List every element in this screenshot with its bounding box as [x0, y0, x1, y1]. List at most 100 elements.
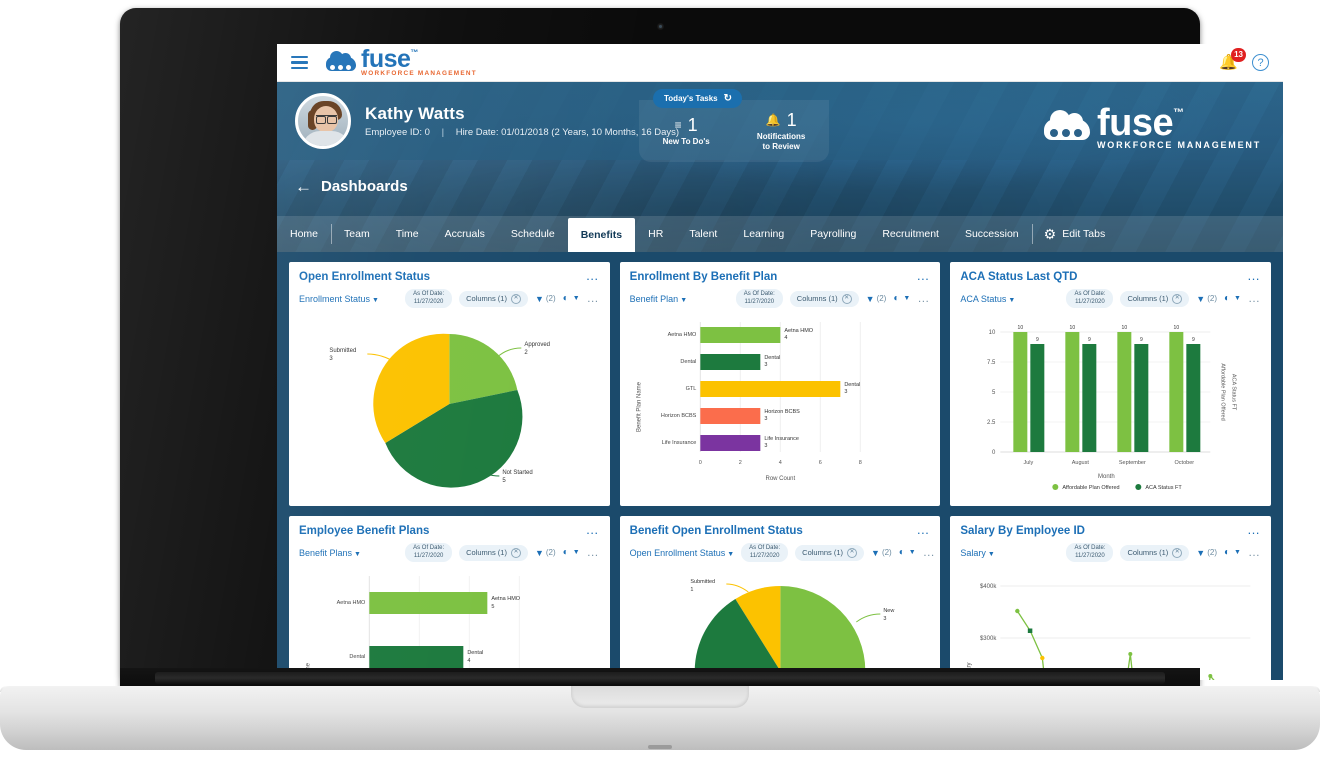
fuse-cloud-icon [1044, 110, 1090, 142]
svg-text:Life Insurance: Life Insurance [764, 436, 799, 442]
metric-selector[interactable]: Benefit Plan ▼ [629, 293, 688, 304]
clear-icon[interactable]: ✕ [510, 547, 521, 558]
as-of-date-chip[interactable]: As Of Date: 11/27/2020 [741, 543, 789, 562]
filter-button[interactable]: ▼ (2) [871, 547, 892, 558]
todays-tasks-pill[interactable]: Today's Tasks ↻ [653, 89, 743, 108]
todays-tasks-label: Today's Tasks [664, 94, 718, 103]
help-icon[interactable]: ? [1252, 54, 1269, 71]
tab-hr[interactable]: HR [648, 228, 664, 240]
chevron-down-icon: ▼ [903, 295, 911, 302]
columns-chip[interactable]: Columns (1) ✕ [795, 544, 865, 561]
filter-button[interactable]: ▼ (2) [1196, 547, 1217, 558]
notifications-count: 1 [786, 109, 797, 130]
bar-chart-enrollment-by-plan: Benefit Plan Name Aetna HMO Aetna HMO 4 … [630, 312, 931, 492]
chart-type-button[interactable]: ◐ ▼ [563, 547, 580, 558]
widget-enrollment-by-benefit-plan: Enrollment By Benefit Plan … Benefit Pla… [619, 262, 941, 506]
svg-text:5: 5 [491, 604, 494, 610]
tab-schedule[interactable]: Schedule [510, 228, 555, 240]
svg-text:Approved: Approved [524, 342, 550, 348]
tab-succession[interactable]: Succession [964, 228, 1019, 240]
widget-menu-icon[interactable]: … [916, 522, 931, 537]
stat-notifications[interactable]: 🔔 1 Notifications to Review [757, 111, 805, 152]
widget-menu-icon[interactable]: … [1246, 268, 1261, 283]
more-options-icon[interactable]: … [586, 545, 600, 560]
filter-button[interactable]: ▼ (2) [534, 293, 556, 304]
more-options-icon[interactable]: … [1247, 291, 1261, 306]
as-of-date-chip[interactable]: As Of Date: 11/27/2020 [1066, 289, 1114, 308]
filter-button[interactable]: ▼ (2) [865, 293, 887, 304]
svg-text:Dental: Dental [349, 654, 365, 660]
tab-accruals[interactable]: Accruals [444, 228, 485, 240]
tab-learning[interactable]: Learning [743, 228, 785, 240]
as-of-date-chip[interactable]: As Of Date: 11/27/2020 [405, 289, 453, 308]
columns-chip[interactable]: Columns (1) ✕ [1120, 544, 1190, 561]
columns-chip[interactable]: Columns (1) ✕ [1120, 290, 1190, 307]
clear-icon[interactable]: ✕ [841, 293, 852, 304]
pie-chart-icon: ◐ [562, 293, 569, 304]
tab-time[interactable]: Time [395, 228, 419, 240]
chart-type-button[interactable]: ◐ ▼ [1224, 547, 1241, 558]
metric-selector[interactable]: Benefit Plans ▼ [299, 547, 361, 558]
stat-new-todos[interactable]: ≡ 1 New To Do's [663, 116, 710, 147]
chevron-down-icon: ▼ [354, 550, 361, 558]
tab-talent[interactable]: Talent [689, 228, 718, 240]
filter-button[interactable]: ▼ (2) [1196, 293, 1217, 304]
widget-employee-benefit-plans: Employee Benefit Plans … Benefit Plans ▼ … [289, 516, 610, 680]
chart-type-button[interactable]: ◐ ▼ [899, 547, 916, 558]
metric-selector[interactable]: Salary ▼ [960, 547, 995, 558]
tab-benefits[interactable]: Benefits [567, 218, 636, 252]
chevron-down-icon: ▼ [727, 550, 735, 558]
metric-selector[interactable]: ACA Status ▼ [960, 293, 1016, 304]
clear-icon[interactable]: ✕ [1172, 547, 1183, 558]
clear-icon[interactable]: ✕ [1172, 293, 1183, 304]
more-options-icon[interactable]: … [1247, 545, 1261, 560]
filter-icon: ▼ [534, 293, 544, 304]
widget-open-enrollment-status: Open Enrollment Status … Enrollment Stat… [289, 262, 610, 506]
pie-chart-open-enrollment: Approved 2 Submitted 3 Not Started 5 [299, 312, 600, 492]
chart-type-button[interactable]: ◐ ▼ [1224, 293, 1241, 304]
tab-team[interactable]: Team [331, 216, 383, 252]
as-of-date-chip[interactable]: As Of Date: 11/27/2020 [405, 543, 453, 562]
widget-menu-icon[interactable]: … [585, 268, 600, 283]
refresh-icon[interactable]: ↻ [723, 93, 733, 104]
chart-type-button[interactable]: ◐ ▼ [563, 293, 580, 304]
filter-button[interactable]: ▼ (2) [534, 547, 556, 558]
svg-text:Dental: Dental [764, 355, 780, 361]
svg-text:Horizon BCBS: Horizon BCBS [661, 413, 697, 419]
more-options-icon[interactable]: … [917, 291, 931, 306]
clear-icon[interactable]: ✕ [847, 547, 858, 558]
columns-chip[interactable]: Columns (1) ✕ [459, 544, 528, 561]
back-arrow-icon[interactable]: ← [295, 177, 312, 196]
widget-menu-icon[interactable]: … [585, 522, 600, 537]
svg-text:Aetna HMO: Aetna HMO [337, 600, 366, 606]
columns-chip[interactable]: Columns (1) ✕ [459, 290, 528, 307]
as-of-date-chip[interactable]: As Of Date: 11/27/2020 [735, 289, 783, 308]
clear-icon[interactable]: ✕ [510, 293, 521, 304]
line-chart-salary-by-employee: Salary $400k $300k $200k [960, 566, 1261, 680]
metric-selector[interactable]: Enrollment Status ▼ [299, 293, 379, 304]
as-of-date-chip[interactable]: As Of Date: 11/27/2020 [1066, 543, 1114, 562]
svg-text:4: 4 [778, 460, 781, 466]
svg-text:9: 9 [1192, 337, 1195, 343]
notifications-button[interactable]: 🔔 13 [1219, 48, 1246, 70]
hero-banner: Kathy Watts Employee ID: 0 | Hire Date: … [277, 82, 1283, 252]
more-options-icon[interactable]: … [922, 545, 936, 560]
more-options-icon[interactable]: … [586, 291, 600, 306]
svg-text:Dental: Dental [680, 359, 696, 365]
hamburger-icon[interactable] [291, 55, 308, 70]
tab-payrolling[interactable]: Payrolling [810, 228, 857, 240]
widget-toolbar: Enrollment Status ▼ As Of Date: 11/27/202… [299, 289, 600, 308]
tab-home[interactable]: Home [290, 228, 319, 240]
edit-tabs-button[interactable]: ⚙ Edit Tabs [1031, 216, 1118, 252]
tab-recruitment[interactable]: Recruitment [882, 228, 939, 240]
widget-menu-icon[interactable]: … [1246, 522, 1261, 537]
metric-selector[interactable]: Open Enrollment Status ▼ [629, 547, 735, 558]
svg-text:Aetna HMO: Aetna HMO [784, 328, 813, 334]
chart-type-button[interactable]: ◐ ▼ [893, 293, 910, 304]
svg-text:10: 10 [1174, 325, 1180, 331]
pie-chart-icon: ◐ [562, 547, 569, 558]
columns-chip[interactable]: Columns (1) ✕ [789, 290, 859, 307]
widget-menu-icon[interactable]: … [916, 268, 931, 283]
dashboards-header[interactable]: ← Dashboards [295, 178, 408, 195]
app-logo: fuse ™ WORKFORCE MANAGEMENT [326, 47, 477, 77]
